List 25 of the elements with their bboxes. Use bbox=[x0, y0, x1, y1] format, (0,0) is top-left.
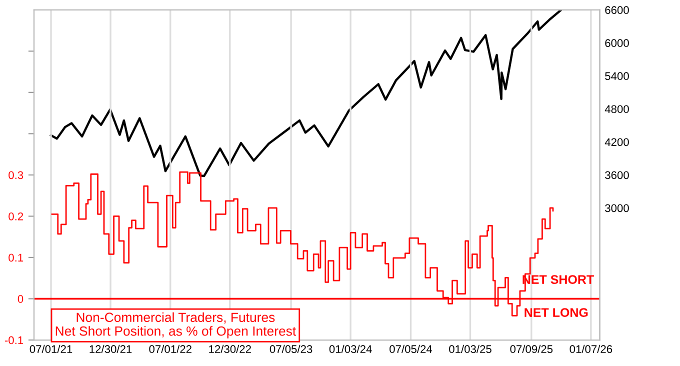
x-tick-label: 07/01/21 bbox=[30, 344, 72, 354]
y-tick-label: 0 bbox=[18, 295, 24, 303]
y2-tick-label: 6000 bbox=[605, 39, 629, 48]
x-tick-label: 01/03/24 bbox=[329, 344, 372, 354]
y2-tick-label: 4200 bbox=[604, 138, 629, 146]
annotation: Non-Commercial Traders, Futures Net Short Position, as % of Open Interest bbox=[56, 312, 296, 338]
y2-tick-label: 3600 bbox=[605, 171, 629, 180]
x-tick-label: 07/09/25 bbox=[510, 344, 553, 354]
x-tick-label: 01/03/25 bbox=[449, 344, 492, 354]
x-tick-label: 07/05/24 bbox=[390, 344, 432, 354]
x-tick-label: 07/01/22 bbox=[149, 344, 192, 354]
y2-tick-label: 4800 bbox=[604, 105, 629, 114]
x-tick-label: 12/30/21 bbox=[90, 344, 132, 354]
x-tick-label: 01/07/26 bbox=[570, 344, 612, 354]
y2-tick-label: 3000 bbox=[605, 204, 629, 212]
y-tick-label: 0.2 bbox=[8, 212, 24, 220]
y-tick-label: 0.1 bbox=[8, 254, 24, 262]
y-tick-label: -0.1 bbox=[4, 336, 24, 344]
y2-tick-label: 6600 bbox=[605, 6, 629, 14]
line-series bbox=[50, 10, 562, 178]
x-tick-label: 12/30/22 bbox=[209, 344, 251, 354]
x-tick-label: 07/05/23 bbox=[270, 344, 312, 354]
annotation: NET LONG bbox=[524, 308, 588, 317]
y2-tick-label: 5400 bbox=[605, 72, 629, 80]
y-tick-label: 0.3 bbox=[8, 171, 24, 180]
